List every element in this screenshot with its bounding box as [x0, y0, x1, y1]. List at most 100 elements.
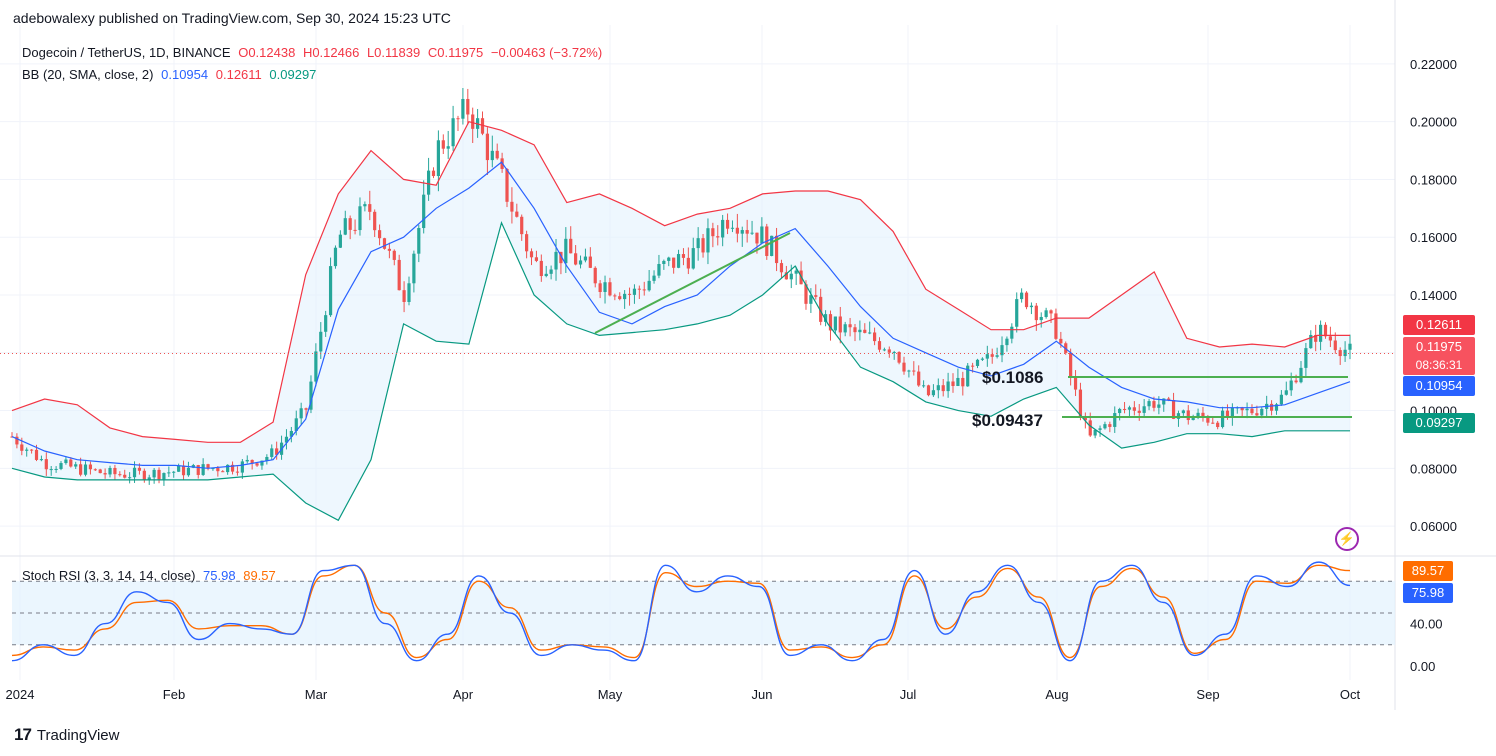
candle-body	[157, 469, 161, 480]
candle-body	[368, 204, 372, 212]
candle-body	[926, 385, 931, 396]
candle-body	[770, 235, 774, 256]
candle-body	[1113, 413, 1117, 427]
candle-body	[69, 459, 73, 467]
candle-body	[446, 146, 450, 149]
x-tick-label: Aug	[1045, 687, 1068, 702]
candle-body	[760, 226, 764, 244]
candle-body	[324, 315, 328, 332]
candle-body	[1108, 424, 1112, 427]
candle-body	[1250, 408, 1254, 414]
candle-body	[147, 477, 151, 481]
candle-body	[363, 204, 367, 207]
candle-body	[177, 465, 181, 472]
candle-body	[1314, 334, 1318, 342]
candle-body	[1049, 310, 1053, 314]
candle-body	[520, 216, 524, 235]
candle-body	[20, 444, 24, 451]
candle-body	[15, 436, 19, 445]
candle-body	[123, 474, 127, 478]
candle-body	[387, 248, 391, 251]
candle-body	[137, 467, 142, 471]
candle-body	[936, 385, 940, 391]
candle-body	[1059, 338, 1063, 344]
candle-body	[402, 290, 406, 302]
candle-body	[426, 170, 431, 195]
candle-body	[647, 280, 651, 291]
candle-body	[1245, 408, 1249, 411]
y-tick-label: 0.14000	[1410, 288, 1457, 303]
candle-body	[382, 238, 387, 249]
candle-body	[902, 362, 906, 372]
candle-body	[314, 351, 318, 382]
candle-body	[211, 468, 215, 470]
candle-body	[1167, 398, 1171, 400]
candle-body	[554, 251, 558, 270]
candle-body	[623, 293, 627, 300]
candle-body	[49, 469, 53, 471]
candle-body	[971, 365, 975, 367]
candle-body	[897, 351, 901, 363]
rsi-d-tag: 89.57	[1403, 561, 1453, 581]
y-tick-label: 0.20000	[1410, 115, 1457, 130]
candle-body	[216, 468, 220, 472]
y-tick-label: 0.08000	[1410, 461, 1457, 476]
candle-body	[686, 257, 690, 269]
candle-body	[1000, 345, 1004, 356]
candle-body	[412, 253, 416, 284]
candle-body	[1255, 413, 1259, 416]
y-tick-label: 0.22000	[1410, 57, 1457, 72]
candle-body	[667, 257, 671, 261]
candle-body	[392, 250, 396, 260]
candle-body	[691, 248, 695, 269]
candle-body	[1029, 305, 1034, 308]
candle-body	[515, 211, 519, 217]
candle-body	[598, 283, 602, 293]
ohlc-close: C0.11975	[427, 45, 484, 60]
candle-body	[853, 327, 857, 333]
candle-body	[1093, 429, 1097, 436]
candle-body	[657, 263, 661, 276]
candle-body	[1186, 410, 1190, 421]
candle-body	[569, 238, 573, 254]
candle-body	[510, 201, 514, 212]
candle-body	[1073, 377, 1078, 390]
candle-body	[172, 471, 176, 473]
candle-body	[1010, 326, 1014, 339]
rsi-legend: Stoch RSI (3, 3, 14, 14, close) 75.98 89…	[22, 568, 280, 583]
rsi-tick-label: 0.00	[1410, 659, 1435, 674]
candle-body	[142, 470, 146, 481]
candle-body	[1024, 292, 1029, 308]
x-tick-label: Feb	[163, 687, 185, 702]
candle-body	[637, 288, 641, 290]
candle-body	[480, 118, 485, 134]
candle-body	[186, 467, 191, 476]
candle-body	[1240, 407, 1244, 411]
candle-body	[245, 459, 249, 462]
candle-body	[456, 118, 460, 120]
lightning-icon[interactable]: ⚡	[1335, 527, 1359, 551]
candle-body	[495, 150, 499, 159]
candle-body	[1328, 336, 1332, 341]
candle-body	[1309, 334, 1313, 349]
candle-body	[1171, 399, 1176, 419]
candle-body	[358, 206, 362, 231]
candle-body	[828, 314, 833, 331]
candle-body	[221, 471, 225, 473]
candle-body	[564, 238, 568, 264]
footer-brand[interactable]: 17 TradingView	[14, 725, 119, 745]
ohlc-open: O0.12438	[238, 45, 296, 60]
candle-body	[613, 295, 617, 297]
candle-body	[946, 381, 950, 392]
candle-body	[255, 463, 259, 466]
candle-body	[755, 232, 759, 244]
candle-body	[809, 295, 813, 304]
trendline	[594, 232, 791, 334]
candle-body	[804, 284, 808, 304]
candle-body	[1034, 305, 1038, 321]
candle-body	[1343, 349, 1347, 357]
candle-body	[270, 448, 274, 457]
candle-body	[1211, 422, 1215, 424]
candle-body	[1284, 390, 1288, 395]
